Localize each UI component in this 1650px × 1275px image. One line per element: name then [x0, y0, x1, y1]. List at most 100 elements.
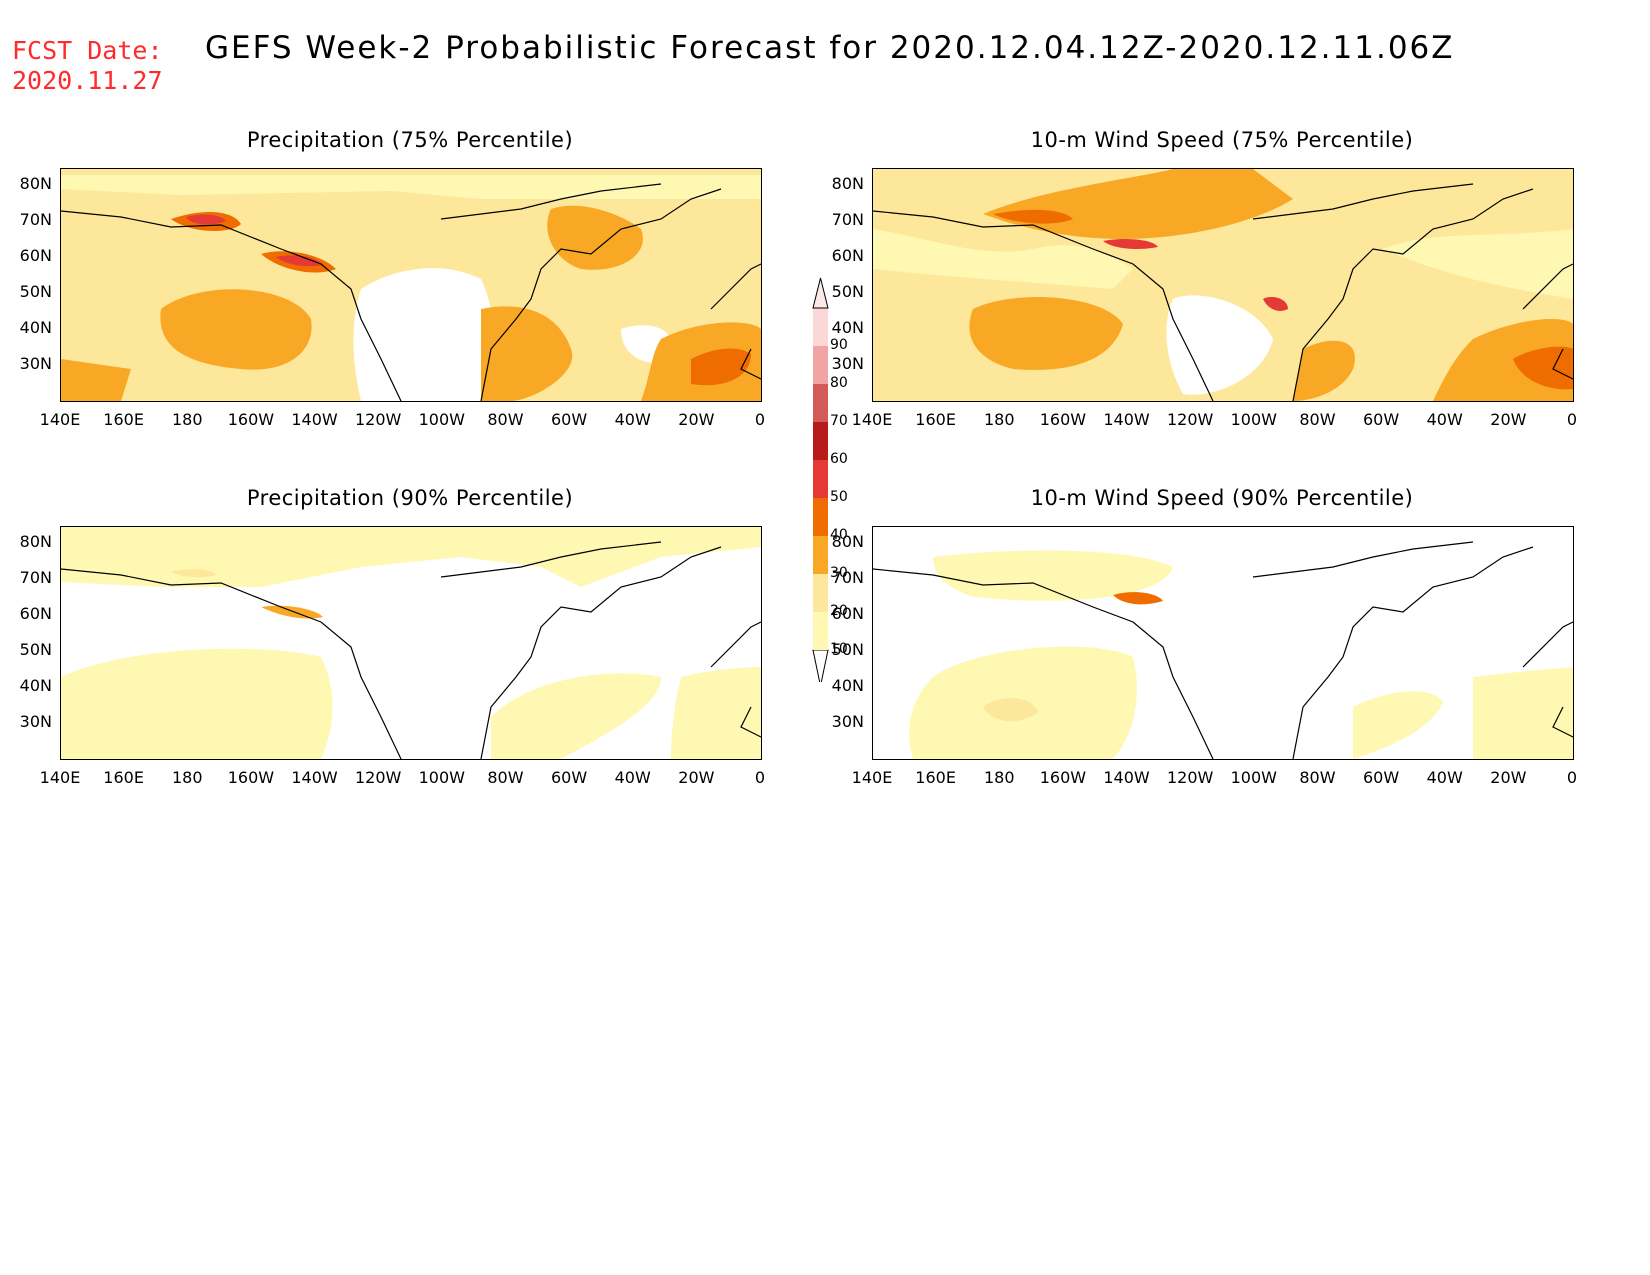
x-tick-label: 160W [227, 768, 275, 787]
legend-label: 70 [830, 413, 848, 429]
x-tick-label: 20W [678, 410, 715, 429]
y-tick-label: 50N [831, 282, 864, 301]
y-tick-label: 30N [19, 712, 52, 731]
main-title: GEFS Week-2 Probabilistic Forecast for 2… [205, 30, 1455, 66]
x-tick-label: 120W [1166, 768, 1214, 787]
y-tick-label: 40N [19, 676, 52, 695]
x-tick-label: 60W [1362, 410, 1400, 429]
x-tick-label: 100W [1230, 410, 1277, 429]
color-legend: 10 20 30 40 50 60 70 80 90 [803, 272, 863, 687]
map-area [872, 168, 1574, 402]
map-area [872, 526, 1574, 760]
coastlines [61, 183, 761, 401]
panel-wind-90: 10-m Wind Speed (90% Percentile) 80N 70N 6… [812, 486, 1577, 826]
x-tick-label: 180 [171, 410, 203, 429]
field-arctic-10 [933, 550, 1173, 601]
x-tick-label: 140E [851, 768, 893, 787]
y-tick-label: 30N [831, 712, 864, 731]
legend-label: 60 [830, 451, 848, 467]
coastlines [873, 541, 1573, 759]
coastlines [873, 183, 1573, 401]
x-tick-label: 100W [418, 768, 465, 787]
x-tick-label: 140E [851, 410, 893, 429]
y-tick-label: 70N [19, 210, 52, 229]
y-tick-label: 80N [831, 532, 864, 551]
field-pac-10 [61, 648, 333, 759]
field-ak-40 [993, 209, 1073, 224]
x-tick-label: 160W [227, 410, 275, 429]
x-tick-label: 60W [550, 410, 588, 429]
field-east-30 [1293, 340, 1355, 401]
field-atl-10 [491, 673, 661, 759]
x-tick-label: 40W [1426, 768, 1463, 787]
legend-swatch [813, 422, 828, 460]
field-natl-10 [1383, 229, 1573, 299]
field-ak-50 [186, 214, 226, 225]
x-tick-label: 180 [983, 768, 1015, 787]
x-tick-label: 140W [291, 410, 338, 429]
y-tick-label: 40N [19, 318, 52, 337]
y-tick-label: 60N [831, 246, 864, 265]
x-tick-label: 160E [103, 768, 144, 787]
x-tick-label: 160W [1039, 410, 1087, 429]
y-tick-label: 70N [831, 568, 864, 587]
field-goa-40 [1113, 592, 1163, 605]
legend-swatch [813, 460, 828, 498]
x-tick-label: 20W [678, 768, 715, 787]
x-tick-label: 160E [103, 410, 144, 429]
x-tick-label: 140W [1103, 410, 1150, 429]
x-tick-label: 0 [1566, 768, 1578, 787]
legend-swatch [813, 612, 828, 650]
panel-precip-90: Precipitation (90% Percentile) 80N 70N 60N… [0, 486, 765, 826]
y-tick-label: 30N [19, 354, 52, 373]
legend-label: 40 [830, 527, 848, 543]
panel-title: 10-m Wind Speed (90% Percentile) [1030, 486, 1414, 510]
x-tick-label: 0 [754, 768, 766, 787]
field-europe-10 [671, 667, 761, 759]
field-band-north [61, 175, 761, 199]
field-pac-20 [983, 697, 1038, 722]
legend-swatch [813, 384, 828, 422]
y-tick-label: 40N [831, 676, 864, 695]
legend-swatch [813, 498, 828, 536]
x-tick-label: 100W [1230, 768, 1277, 787]
legend-label: 80 [830, 375, 848, 391]
field-ak-20 [171, 569, 216, 578]
panel-title: 10-m Wind Speed (75% Percentile) [1030, 128, 1414, 152]
field-east-30 [481, 306, 573, 401]
x-tick-label: 40W [614, 768, 651, 787]
field-band-north [61, 527, 761, 587]
legend-swatch [813, 346, 828, 384]
y-tick-label: 80N [19, 174, 52, 193]
legend-label: 10 [830, 641, 848, 657]
field-goa-50 [1103, 239, 1158, 249]
panel-title: Precipitation (75% Percentile) [246, 128, 574, 152]
forecast-date-value: 2020.11.27 [12, 66, 163, 95]
panel-precip-75: Precipitation (75% Percentile) 80N 70N 60N… [0, 128, 765, 468]
legend-swatch [813, 308, 828, 346]
x-tick-label: 40W [614, 410, 651, 429]
x-tick-label: 180 [983, 410, 1015, 429]
field-iberia-40 [1513, 346, 1573, 390]
map-canvas [873, 169, 1573, 401]
y-tick-label: 40N [831, 318, 864, 337]
x-tick-label: 120W [1166, 410, 1214, 429]
y-tick-label: 30N [831, 354, 864, 373]
y-tick-label: 70N [19, 568, 52, 587]
legend-label: 30 [830, 565, 848, 581]
field-westpac-30 [61, 359, 131, 401]
x-tick-label: 60W [550, 768, 588, 787]
panel-wind-75: 10-m Wind Speed (75% Percentile) 80N 70N 6… [812, 128, 1577, 468]
field-pac-10 [873, 229, 1133, 289]
legend-label: 90 [830, 337, 848, 353]
x-tick-label: 140E [39, 768, 81, 787]
x-tick-label: 80W [1299, 768, 1336, 787]
map-canvas [61, 527, 761, 759]
field-iberia-40 [691, 348, 751, 386]
forecast-date-label: FCST Date: [12, 36, 163, 65]
x-tick-label: 80W [1299, 410, 1336, 429]
y-tick-label: 60N [831, 604, 864, 623]
field-goa-30 [261, 605, 323, 619]
field-blank-us [1166, 295, 1273, 395]
x-tick-label: 0 [1566, 410, 1578, 429]
